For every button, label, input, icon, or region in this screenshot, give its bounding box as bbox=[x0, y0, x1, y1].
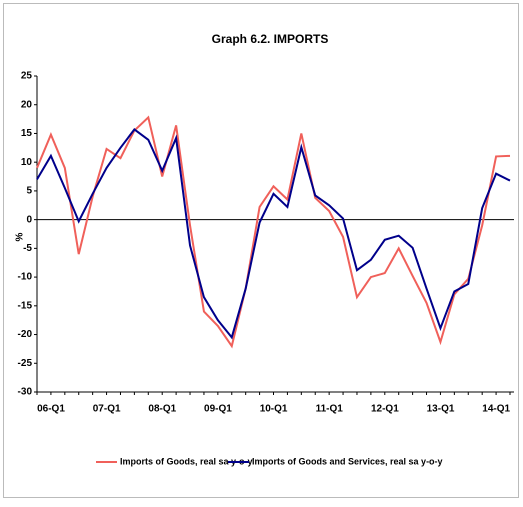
chart-frame bbox=[3, 3, 519, 498]
x-tick-label: 08-Q1 bbox=[148, 404, 176, 415]
x-tick-label: 12-Q1 bbox=[371, 404, 399, 415]
x-tick-label: 06-Q1 bbox=[37, 404, 65, 415]
x-tick-label: 07-Q1 bbox=[93, 404, 121, 415]
y-tick-label: -30 bbox=[18, 387, 33, 398]
y-tick-label: 10 bbox=[21, 157, 33, 168]
x-tick-label: 11-Q1 bbox=[316, 404, 344, 415]
y-tick-label: -25 bbox=[18, 358, 33, 369]
y-tick-label: -15 bbox=[18, 300, 33, 311]
y-tick-label: 20 bbox=[21, 99, 33, 110]
y-tick-label: 0 bbox=[26, 214, 32, 225]
y-tick-label: 25 bbox=[21, 71, 33, 82]
legend-label: Imports of Goods and Services, real sa y… bbox=[252, 456, 443, 466]
series-line bbox=[36, 128, 511, 340]
legend-label: Imports of Goods, real sa y-o-y bbox=[120, 456, 253, 466]
chart-title: Graph 6.2. IMPORTS bbox=[212, 32, 329, 46]
x-tick-label: 09-Q1 bbox=[204, 404, 232, 415]
x-tick-label: 14-Q1 bbox=[482, 404, 510, 415]
y-axis-label: % bbox=[15, 232, 26, 241]
y-tick-label: 5 bbox=[26, 186, 32, 197]
x-tick-label: 13-Q1 bbox=[427, 404, 455, 415]
x-tick-label: 10-Q1 bbox=[260, 404, 288, 415]
y-tick-label: -10 bbox=[18, 272, 33, 283]
y-tick-label: 15 bbox=[21, 128, 33, 139]
y-tick-label: -20 bbox=[18, 329, 33, 340]
y-tick-label: -5 bbox=[23, 243, 32, 254]
